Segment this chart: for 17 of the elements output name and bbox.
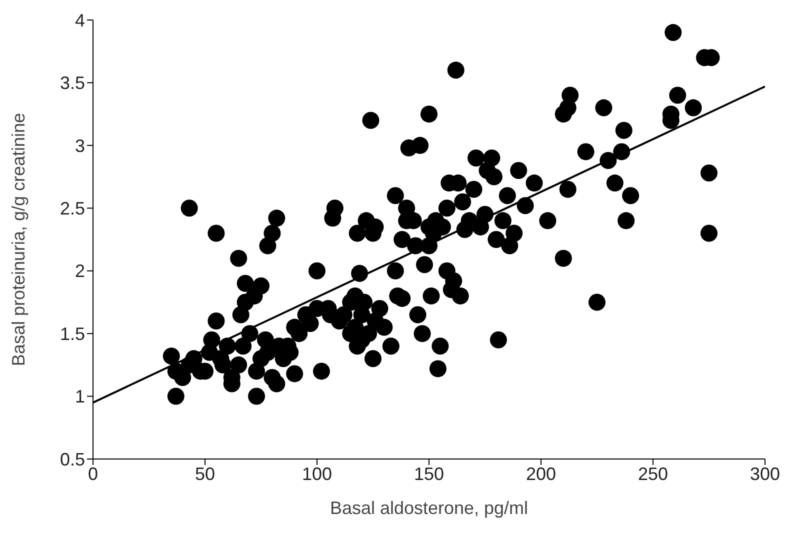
y-tick-label: 1 <box>74 386 85 407</box>
x-tick-label: 0 <box>88 464 98 484</box>
x-tick-label: 150 <box>414 464 444 484</box>
y-tick-label: 4 <box>74 10 85 30</box>
x-tick-label: 100 <box>302 464 332 484</box>
y-tick-label: 2.5 <box>60 198 85 219</box>
y-tick-label: 3.5 <box>60 73 85 94</box>
x-tick-label: 50 <box>194 464 216 484</box>
x-tick-label: 200 <box>526 464 556 484</box>
y-tick-label: 3 <box>74 136 85 156</box>
x-tick-label: 300 <box>750 464 780 484</box>
y-axis-title: Basal proteinuria, g/g creatinine <box>8 112 28 366</box>
x-axis-title: Basal aldosterone, pg/ml <box>330 498 528 518</box>
x-tick-label: 250 <box>638 464 668 484</box>
y-tick-label: 0.5 <box>60 449 85 470</box>
y-tick-label: 1.5 <box>60 324 85 344</box>
y-tick-label: 2 <box>74 261 85 282</box>
